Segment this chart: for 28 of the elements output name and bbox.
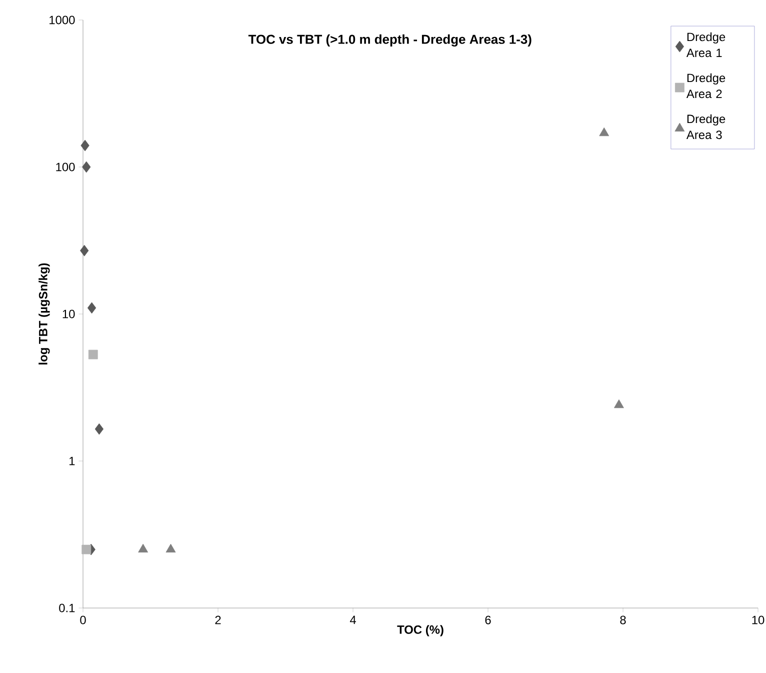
point (82, 544, 92, 554)
x-axis-title: TOC (%) (397, 625, 444, 636)
legend-label: Dredge Area 3 (686, 114, 726, 140)
point (87, 302, 96, 314)
point (599, 127, 610, 136)
point (80, 244, 89, 256)
y-tick-label: 1000 (50, 16, 75, 24)
point (82, 161, 91, 173)
x-tick-label: 0 (80, 616, 86, 624)
y-tick-label: 0.1 (59, 604, 75, 612)
y-tick-label: 100 (56, 162, 75, 172)
x-tick-label: 8 (620, 616, 626, 624)
legend-label: Dredge Area 2 (686, 73, 726, 98)
x-tick-label: 6 (485, 616, 491, 624)
x-tick-label: 10 (752, 616, 764, 624)
y-tick-label: 1 (69, 456, 75, 466)
point (94, 423, 104, 435)
x-tick-label: 2 (215, 616, 221, 624)
point (614, 399, 624, 408)
point (80, 140, 90, 152)
point (138, 544, 148, 552)
legend-label: Dredge Area 1 (686, 32, 726, 58)
point (88, 350, 98, 360)
y-tick-label: 10 (62, 310, 75, 318)
point (166, 544, 176, 552)
x-tick-label: 4 (350, 616, 356, 624)
y-axis-title: log TBT (µgSn/kg) (38, 263, 50, 364)
text: TOC vs TBT (>1.0 m depth - Dredge Areas 1-3) (248, 34, 532, 47)
